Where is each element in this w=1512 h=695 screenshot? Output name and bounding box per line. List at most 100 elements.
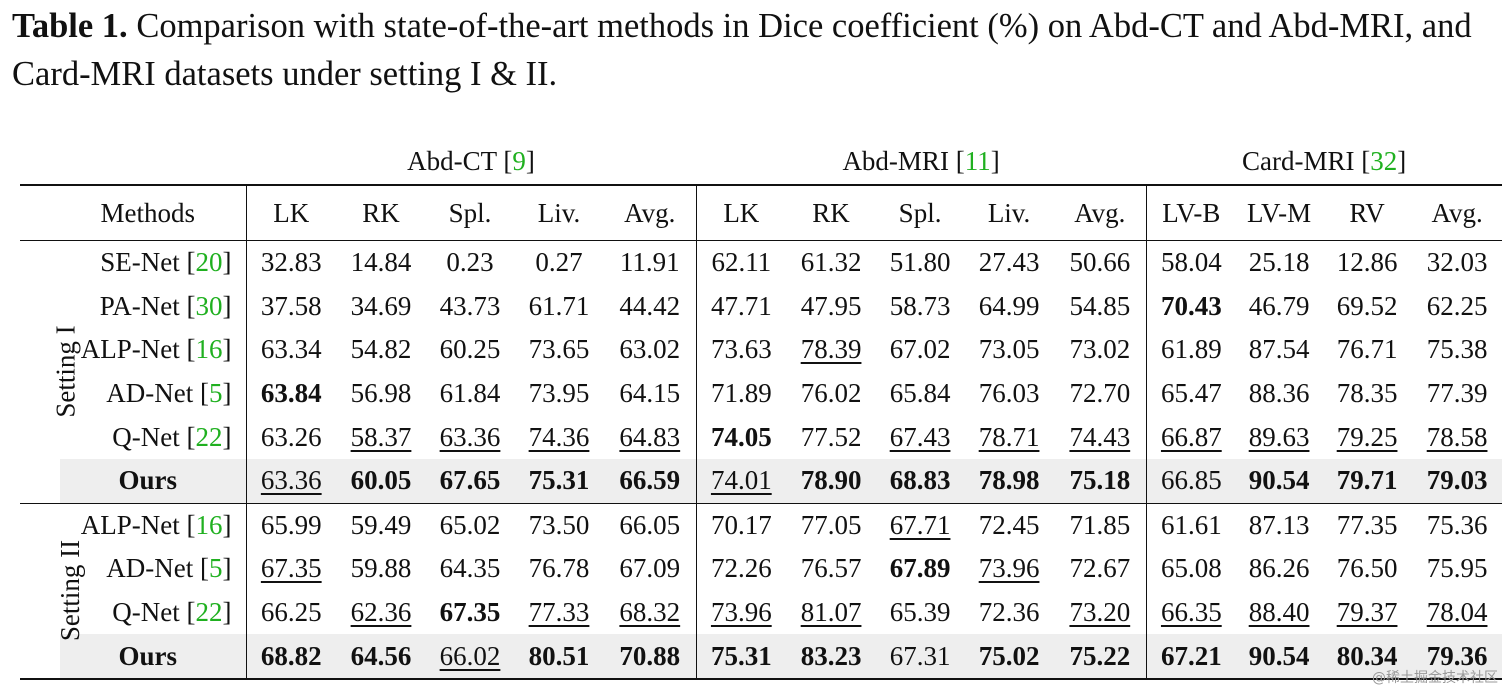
- dice-value-cell: 73.05: [964, 328, 1054, 372]
- dice-value-cell: 76.02: [786, 372, 876, 416]
- dice-value-cell: 51.80: [876, 241, 964, 285]
- dice-value: 62.11: [711, 247, 772, 278]
- dice-value-cell: 71.89: [695, 371, 787, 416]
- dice-value-cell: 68.32: [604, 591, 696, 635]
- dice-value-cell: 90.54: [1236, 634, 1323, 680]
- citation-link[interactable]: 11: [964, 145, 991, 176]
- dice-value-cell: 63.84: [245, 371, 336, 416]
- method-name: ALP-Net: [80, 334, 180, 365]
- dice-value: 67.89: [889, 553, 951, 584]
- dice-value-cell: 67.35: [426, 591, 514, 635]
- dice-value: 75.95: [1426, 553, 1488, 584]
- dice-value-cell: 58.73: [876, 285, 964, 329]
- dice-value-cell: 78.39: [786, 328, 876, 372]
- dice-value: 61.84: [439, 378, 501, 409]
- dice-value-cell: 58.37: [336, 415, 426, 459]
- dice-value-cell: 65.84: [876, 372, 964, 416]
- dice-value-cell: 66.05: [604, 502, 697, 548]
- dice-value-cell: 65.08: [1145, 547, 1237, 591]
- method-name-cell: Q-Net [22]: [112, 597, 232, 628]
- method-name: SE-Net: [100, 247, 180, 278]
- dice-value-cell: 70.17: [695, 502, 787, 548]
- citation-link[interactable]: 5: [209, 553, 223, 584]
- dice-value-cell: 66.35: [1145, 590, 1237, 635]
- dice-value: 73.65: [528, 334, 590, 365]
- citation-link[interactable]: 32: [1370, 145, 1398, 176]
- dice-value: 76.71: [1336, 334, 1398, 365]
- table-caption: Table 1. Comparison with state-of-the-ar…: [12, 2, 1504, 98]
- dice-value-cell: 65.02: [426, 502, 514, 548]
- citation-link[interactable]: 22: [195, 597, 223, 628]
- dice-value-cell: 87.54: [1236, 328, 1322, 372]
- dice-value: 44.42: [619, 290, 681, 321]
- dice-value: 78.71: [978, 421, 1040, 452]
- dice-value-cell: 70.88: [604, 634, 697, 680]
- dice-value-cell: 76.57: [786, 547, 876, 591]
- dice-value: 58.04: [1160, 247, 1222, 278]
- dice-value-cell: 64.15: [604, 372, 696, 416]
- dice-value: 58.37: [350, 421, 412, 452]
- dice-value: 61.32: [800, 247, 862, 278]
- dice-value-cell: 61.32: [786, 241, 876, 285]
- citation-link[interactable]: 20: [195, 247, 223, 278]
- dice-value: 63.36: [260, 465, 322, 496]
- column-header: LV-B: [1145, 184, 1237, 241]
- dice-value: 76.78: [528, 553, 590, 584]
- dice-value-cell: 80.51: [514, 634, 604, 680]
- dice-value-cell: 74.01: [695, 458, 787, 504]
- citation-link[interactable]: 5: [209, 378, 223, 409]
- dice-value: 88.36: [1248, 378, 1310, 409]
- column-header: LK: [245, 184, 336, 241]
- caption-text: Comparison with state-of-the-art methods…: [12, 7, 1472, 93]
- dice-value: 75.36: [1426, 509, 1488, 540]
- dice-value-cell: 78.98: [964, 458, 1055, 504]
- dice-value-cell: 76.71: [1322, 328, 1412, 372]
- table-row: Setting I SE-Net [20] 32.83 14.84 0.23 0.27 11…: [20, 240, 1502, 418]
- column-header: Spl.: [876, 184, 965, 241]
- dice-value: 86.26: [1248, 553, 1310, 584]
- dice-value: 59.49: [350, 509, 412, 540]
- dice-value: 59.88: [350, 553, 412, 584]
- dice-value: 78.58: [1426, 421, 1488, 452]
- dice-value: 77.52: [800, 421, 862, 452]
- method-name-cell: AD-Net [5]: [106, 378, 232, 409]
- citation-link[interactable]: 16: [195, 509, 223, 540]
- dice-value-cell: 75.31: [695, 634, 787, 680]
- dice-value: 64.15: [619, 378, 681, 409]
- dice-value: 89.63: [1248, 421, 1310, 452]
- method-name: Ours: [118, 465, 177, 496]
- dice-value-cell: 44.42: [604, 285, 696, 329]
- dice-value: 47.71: [710, 290, 772, 321]
- dice-value: 11.91: [619, 247, 680, 278]
- citation-link[interactable]: 9: [512, 145, 526, 176]
- table-row: AD-Net [5] 67.35 59.88 64.35 76.78 67.09 72.26…: [20, 547, 1502, 591]
- dice-value: 58.73: [889, 290, 951, 321]
- dice-value-cell: 67.02: [876, 328, 964, 372]
- citation-link[interactable]: 16: [195, 334, 223, 365]
- dice-value-cell: 70.43: [1145, 284, 1237, 329]
- dice-value: 79.25: [1336, 421, 1398, 452]
- method-name-cell: ALP-Net [16]: [60, 502, 246, 548]
- column-header: Liv.: [964, 184, 1055, 241]
- dice-value: 54.82: [350, 334, 412, 365]
- column-header: LK: [695, 184, 787, 241]
- column-header: Avg.: [1054, 184, 1147, 241]
- dice-value: 43.73: [439, 290, 501, 321]
- citation-link[interactable]: 30: [195, 290, 223, 321]
- dice-value: 72.26: [710, 553, 772, 584]
- dice-value-cell: 64.56: [336, 634, 426, 680]
- dice-value: 62.36: [350, 597, 412, 628]
- dice-value-cell: 14.84: [336, 241, 426, 285]
- dice-value-cell: 75.31: [514, 458, 604, 504]
- dice-value: 46.79: [1248, 290, 1310, 321]
- dice-value: 65.84: [889, 378, 951, 409]
- dataset-group-header: Abd-MRI [11]: [842, 145, 1000, 176]
- column-header: Spl.: [426, 184, 514, 241]
- method-name: Q-Net: [112, 597, 180, 628]
- dice-value: 75.02: [978, 640, 1040, 671]
- citation-link[interactable]: 22: [195, 421, 223, 452]
- method-name-cell: SE-Net [20]: [100, 247, 232, 278]
- dice-value: 78.39: [800, 334, 862, 365]
- dice-value-cell: 56.98: [336, 372, 426, 416]
- table-row: ALP-Net [16] 63.34 54.82 60.25 73.65 63.02 73.…: [20, 328, 1502, 372]
